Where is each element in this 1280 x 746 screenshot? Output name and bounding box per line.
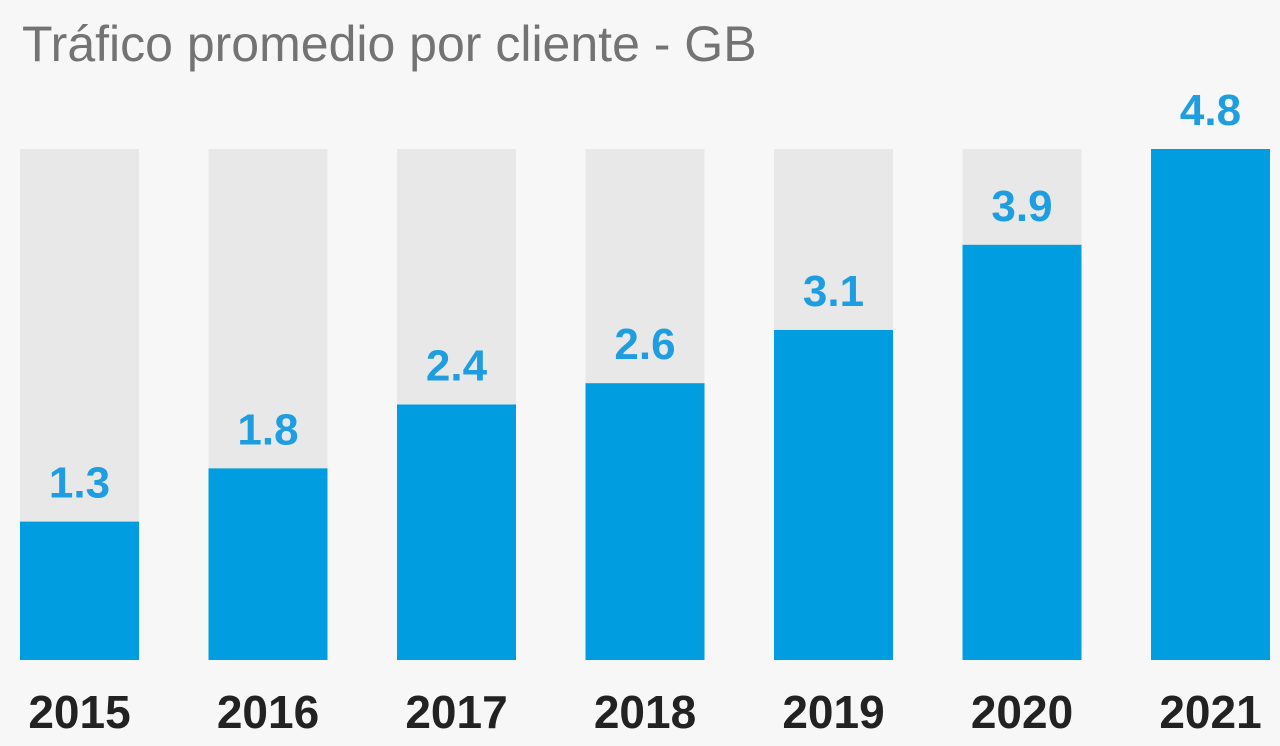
bars <box>20 149 1270 660</box>
category-label-2021: 2021 <box>1159 686 1261 738</box>
value-label-2016: 1.8 <box>237 405 298 454</box>
bar-2017 <box>397 404 516 660</box>
value-label-2020: 3.9 <box>991 182 1052 231</box>
category-label-2019: 2019 <box>782 686 884 738</box>
category-label-2020: 2020 <box>971 686 1073 738</box>
chart-title: Tráfico promedio por cliente - GB <box>22 16 757 72</box>
bar-2016 <box>208 468 328 660</box>
category-label-2016: 2016 <box>217 686 319 738</box>
bar-2018 <box>585 383 705 660</box>
category-labels: 2015 2016 2017 2018 2019 2020 2021 <box>28 686 1261 738</box>
category-label-2015: 2015 <box>28 686 130 738</box>
category-label-2018: 2018 <box>594 686 696 738</box>
bar-2015 <box>20 521 139 660</box>
category-label-2017: 2017 <box>405 686 507 738</box>
bar-2021 <box>1151 149 1270 660</box>
value-label-2017: 2.4 <box>426 342 488 391</box>
value-label-2019: 3.1 <box>803 267 864 316</box>
value-label-2015: 1.3 <box>49 459 110 508</box>
value-labels: 1.3 1.8 2.4 2.6 3.1 3.9 4.8 <box>49 86 1241 508</box>
bar-2020 <box>962 244 1082 660</box>
value-label-2021: 4.8 <box>1180 86 1241 135</box>
value-label-2018: 2.6 <box>614 320 675 369</box>
bar-2019 <box>774 329 893 660</box>
